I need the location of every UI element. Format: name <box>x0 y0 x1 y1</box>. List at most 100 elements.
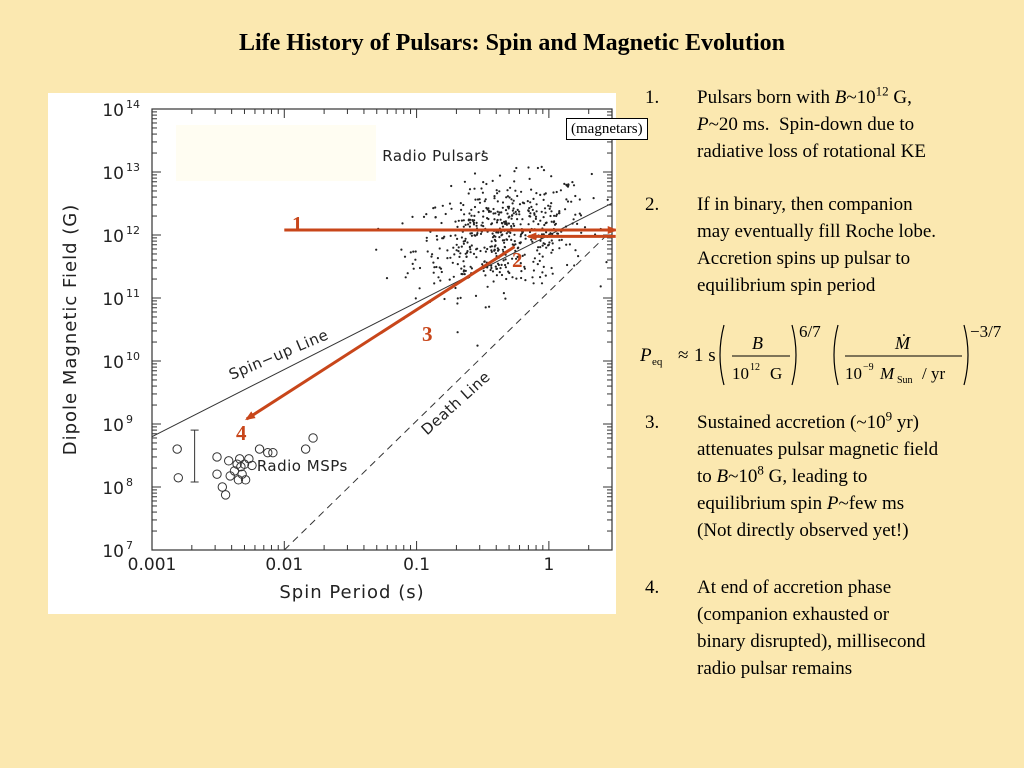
pulsar-dot <box>555 213 558 216</box>
pulsar-dot <box>533 212 536 215</box>
pulsar-dot <box>462 242 465 245</box>
pulsar-dot <box>529 201 532 204</box>
pulsar-dot <box>470 244 473 247</box>
pulsar-dot <box>548 207 551 210</box>
pulsar-dot <box>434 216 437 219</box>
pulsar-dot <box>516 218 519 221</box>
pulsar-dot <box>503 239 506 242</box>
pulsar-dot <box>496 200 499 203</box>
pulsar-dot <box>474 294 478 297</box>
pulsar-dot <box>464 269 467 272</box>
pulsar-dot <box>543 207 547 210</box>
pulsar-dot <box>490 264 493 267</box>
pulsar-dot <box>482 269 485 273</box>
pulsar-dot <box>496 192 499 195</box>
pulsar-dot <box>443 297 446 301</box>
pulsar-dot <box>385 277 389 280</box>
pulsar-dot <box>513 233 516 236</box>
pulsar-dot <box>457 219 460 222</box>
pulsar-dot <box>487 209 491 212</box>
pulsar-dot <box>527 166 530 169</box>
pulsar-dot <box>480 224 483 227</box>
region-label: Radio MSPs <box>257 457 348 475</box>
pulsar-dot <box>465 251 469 254</box>
pulsar-dot <box>565 183 568 186</box>
pulsar-dot <box>437 276 440 279</box>
pulsar-dot <box>530 238 533 241</box>
pulsar-dot <box>504 266 507 269</box>
pulsar-dot <box>519 262 522 265</box>
pulsar-dot <box>500 273 504 277</box>
pulsar-dot <box>425 213 428 216</box>
pulsar-dot <box>473 187 476 190</box>
formula-exponent-1: 6/7 <box>799 322 821 341</box>
pulsar-dot <box>530 205 533 208</box>
pulsar-dot <box>580 231 583 234</box>
pulsar-dot <box>490 240 493 243</box>
pulsar-dot <box>493 195 496 198</box>
pulsar-dot <box>579 214 583 217</box>
plot-frame <box>151 108 613 551</box>
pulsar-dot <box>515 257 518 260</box>
pulsar-dot <box>468 245 471 248</box>
x-tick-label: 0.001 <box>128 555 177 575</box>
pulsar-dot <box>479 249 482 253</box>
pulsar-dot <box>544 274 547 277</box>
pulsar-dot <box>499 267 502 270</box>
pulsar-dot <box>504 258 507 261</box>
list-item-line: Accretion spins up pulsar to <box>697 248 911 269</box>
pulsar-dot <box>432 271 435 274</box>
pulsar-dot <box>470 214 473 217</box>
pulsar-dot <box>501 248 504 251</box>
pulsar-dot <box>504 297 507 300</box>
pulsar-dot <box>514 249 517 252</box>
pulsar-dot <box>506 205 509 208</box>
pulsar-dot <box>571 181 574 184</box>
pulsar-dot <box>425 236 428 239</box>
frac1-den-unit: G <box>770 364 782 383</box>
pulsar-dot <box>524 237 527 240</box>
msp-point <box>268 448 278 458</box>
msp-point <box>247 460 257 471</box>
pulsar-dot <box>536 249 539 252</box>
pulsar-dot <box>501 201 505 204</box>
plot-panel: 0.001 0.01 0.1 1 10 7 10 8 10 9 10 10 10 11 10 12 10 13 10… <box>48 93 616 614</box>
pulsar-dot <box>490 249 493 252</box>
list-item-line: (Not directly observed yet!) <box>697 520 909 541</box>
pulsar-dot <box>486 285 489 288</box>
pulsar-dot <box>574 249 577 252</box>
y-tick-label-exp: 8 <box>126 476 133 489</box>
pulsar-dot <box>528 207 531 210</box>
pulsar-dot <box>484 250 487 253</box>
pulsar-dot <box>418 266 422 270</box>
pulsar-dot <box>501 225 505 228</box>
pulsar-dot <box>491 179 494 182</box>
pulsar-dot <box>560 238 563 241</box>
list-item-line: If in binary, then companion <box>697 194 913 215</box>
pulsar-dot <box>473 172 477 175</box>
pulsar-dot <box>411 262 414 265</box>
pulsar-dot <box>469 251 472 254</box>
pulsar-dot <box>448 278 451 281</box>
pulsar-dot <box>457 246 460 249</box>
pulsar-dot <box>500 211 503 214</box>
pulsar-dot <box>485 182 488 186</box>
pulsar-dot <box>550 175 553 178</box>
pulsar-dot <box>521 254 524 257</box>
pulsar-dot <box>518 256 522 259</box>
list-item-line: to B~108 G, leading to <box>697 462 868 487</box>
pulsar-dot <box>463 213 466 216</box>
y-tick-label-base: 10 <box>102 542 124 562</box>
pulsar-dot <box>498 174 502 177</box>
msp-point <box>173 473 183 483</box>
msp-point <box>300 444 311 454</box>
pulsar-dot <box>551 242 554 245</box>
pulsar-dot <box>549 232 552 235</box>
pulsar-dot <box>493 218 496 221</box>
arrow-label-3: 3 <box>422 322 433 346</box>
pulsar-dot <box>527 223 530 226</box>
pulsar-dot <box>401 222 404 225</box>
pulsar-dot <box>489 268 492 272</box>
pulsar-dot <box>487 207 490 210</box>
